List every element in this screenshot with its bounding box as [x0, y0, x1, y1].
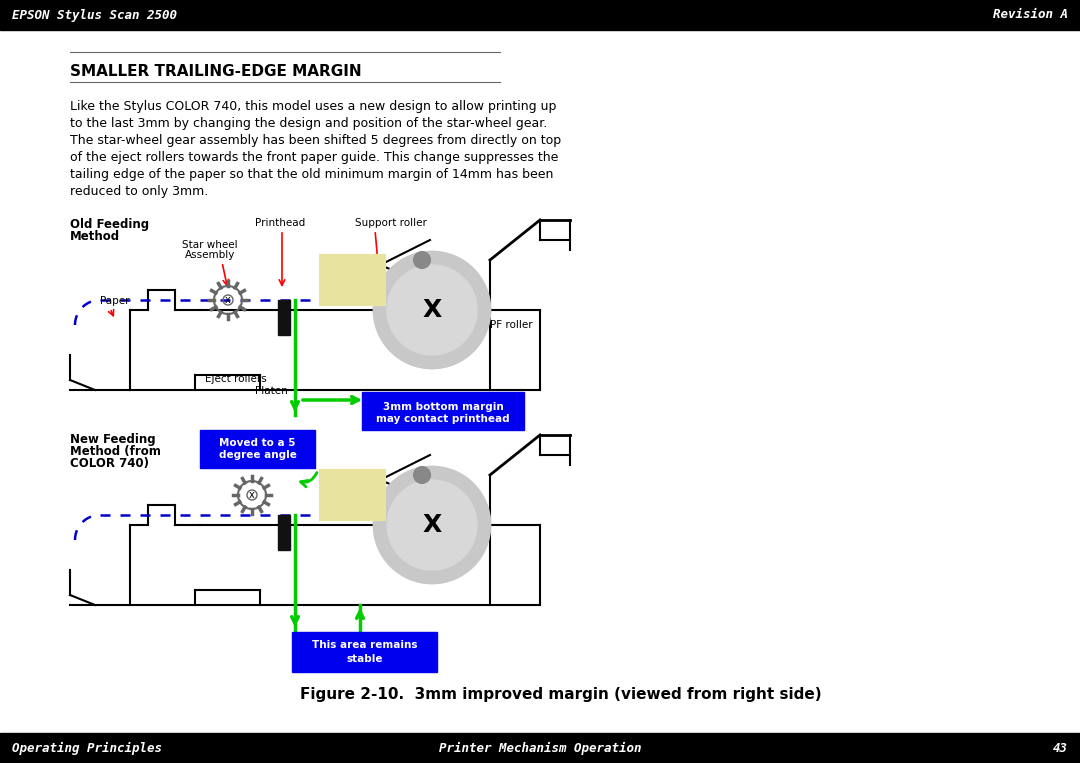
Circle shape	[374, 467, 490, 583]
Bar	[292, 632, 437, 672]
Text: Assembly: Assembly	[185, 250, 235, 260]
Bar	[200, 430, 315, 468]
Circle shape	[374, 252, 490, 368]
Text: COLOR 740): COLOR 740)	[70, 457, 149, 470]
Text: of the eject rollers towards the front paper guide. This change suppresses the: of the eject rollers towards the front p…	[70, 151, 558, 164]
Text: SMALLER TRAILING-EDGE MARGIN: SMALLER TRAILING-EDGE MARGIN	[70, 64, 362, 79]
Text: Like the Stylus COLOR 740, this model uses a new design to allow printing up: Like the Stylus COLOR 740, this model us…	[70, 100, 556, 113]
Text: x: x	[249, 490, 255, 500]
Text: New Feeding: New Feeding	[70, 433, 156, 446]
Text: degree angle: degree angle	[218, 450, 296, 460]
Bar	[320, 470, 384, 520]
Text: 43: 43	[1053, 742, 1068, 755]
Text: Printhead: Printhead	[255, 218, 306, 228]
Text: The star-wheel gear assembly has been shifted 5 degrees from directly on top: The star-wheel gear assembly has been sh…	[70, 134, 562, 147]
Text: Eject rollers: Eject rollers	[205, 374, 267, 384]
Text: EPSON Stylus Scan 2500: EPSON Stylus Scan 2500	[12, 8, 177, 21]
Circle shape	[414, 252, 430, 268]
Bar	[0, 733, 1080, 763]
Circle shape	[414, 467, 430, 483]
Circle shape	[387, 480, 477, 570]
Bar	[278, 515, 291, 550]
Text: Figure 2-10.  3mm improved margin (viewed from right side): Figure 2-10. 3mm improved margin (viewed…	[300, 687, 822, 703]
Text: Star wheel: Star wheel	[183, 240, 238, 250]
Text: may contact printhead: may contact printhead	[376, 414, 510, 424]
Text: Support roller: Support roller	[355, 218, 427, 228]
Text: Moved to a 5: Moved to a 5	[219, 438, 296, 448]
Bar	[320, 255, 384, 305]
Text: x: x	[225, 295, 231, 305]
Text: to the last 3mm by changing the design and position of the star-wheel gear.: to the last 3mm by changing the design a…	[70, 117, 548, 130]
Text: Printer Mechanism Operation: Printer Mechanism Operation	[438, 742, 642, 755]
Text: X: X	[422, 513, 442, 537]
Text: stable: stable	[347, 654, 382, 664]
Text: 3mm bottom margin: 3mm bottom margin	[382, 402, 503, 412]
Text: X: X	[422, 298, 442, 322]
Text: tailing edge of the paper so that the old minimum margin of 14mm has been: tailing edge of the paper so that the ol…	[70, 168, 553, 181]
Text: Platen: Platen	[255, 386, 287, 396]
Text: Revision A: Revision A	[993, 8, 1068, 21]
Text: Method (from: Method (from	[70, 445, 161, 458]
Text: This area remains: This area remains	[312, 640, 417, 650]
Bar	[362, 392, 524, 430]
Text: Operating Principles: Operating Principles	[12, 742, 162, 755]
Bar	[0, 0, 1080, 30]
Text: PF roller: PF roller	[490, 320, 532, 330]
Circle shape	[387, 265, 477, 355]
Text: reduced to only 3mm.: reduced to only 3mm.	[70, 185, 208, 198]
Text: Paper: Paper	[100, 296, 130, 306]
Text: Old Feeding: Old Feeding	[70, 218, 149, 231]
Text: Method: Method	[70, 230, 120, 243]
Bar	[278, 300, 291, 335]
